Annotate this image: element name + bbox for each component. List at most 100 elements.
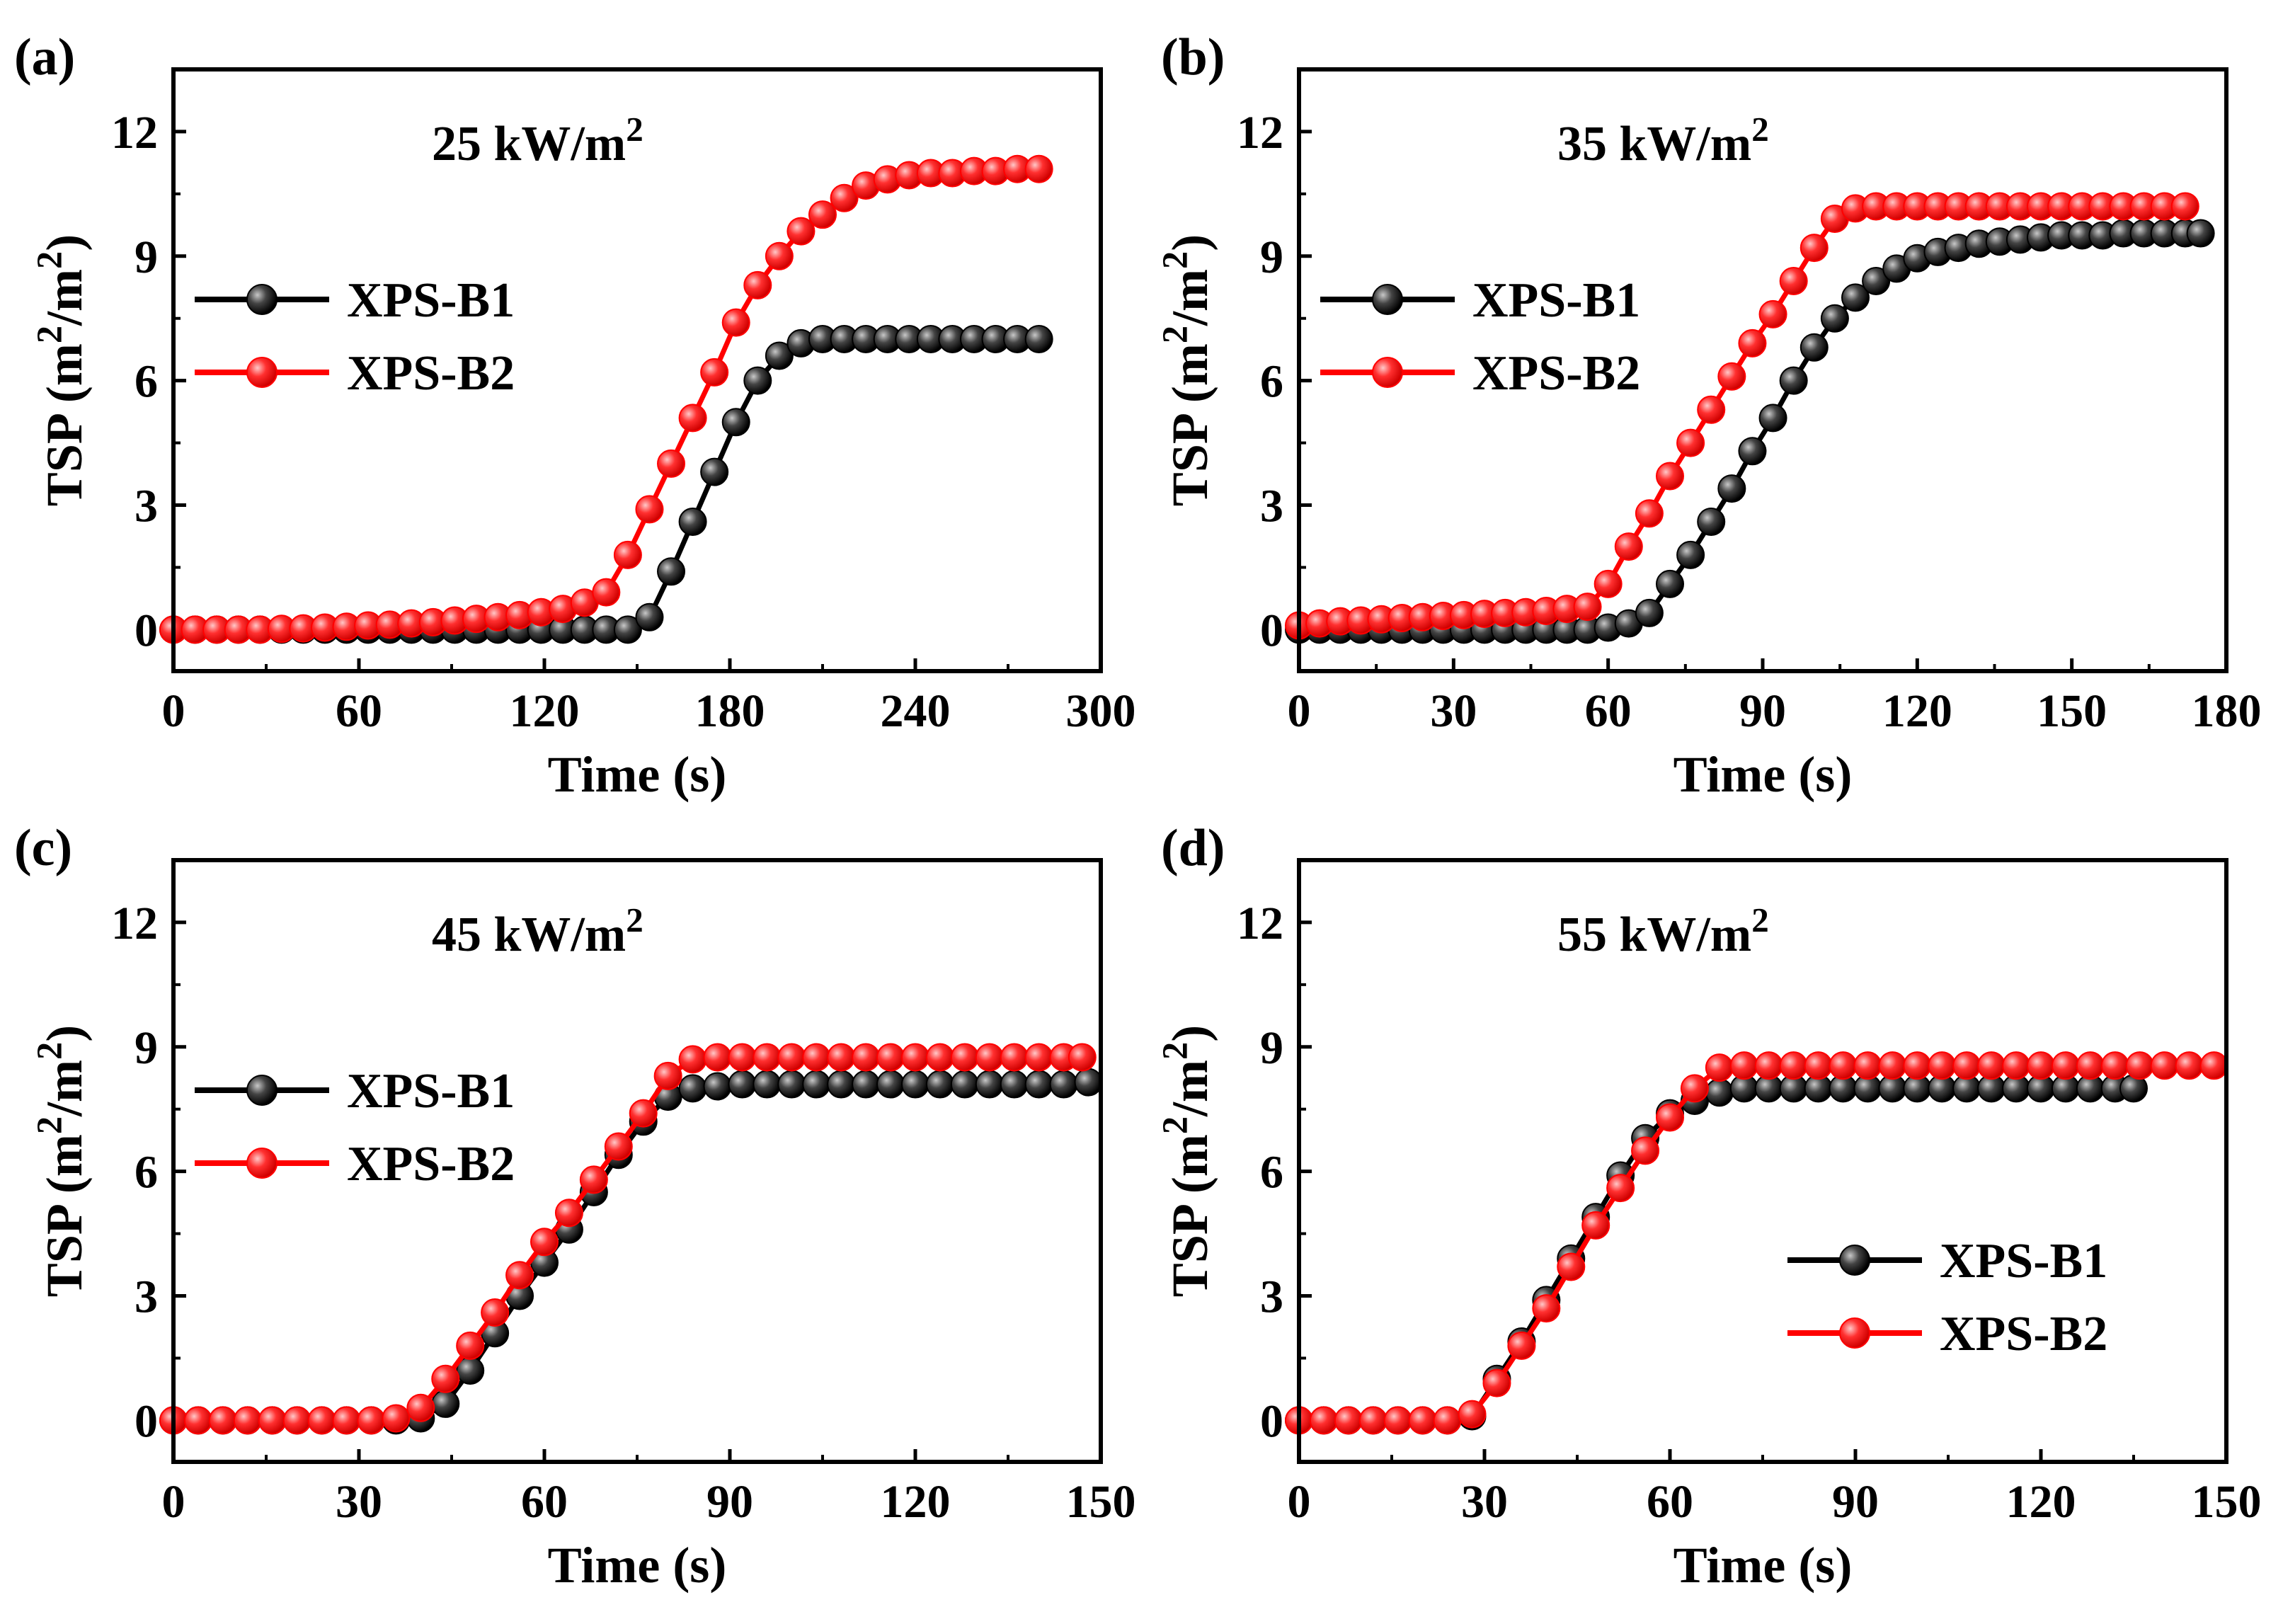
legend-label: XPS-B2 xyxy=(347,1137,515,1191)
data-point xyxy=(721,308,750,337)
data-point xyxy=(2175,1051,2204,1080)
plot-frame xyxy=(1297,67,2228,673)
legend-marker xyxy=(1372,284,1403,315)
data-point xyxy=(1656,462,1684,491)
data-point xyxy=(1024,1070,1053,1099)
legend-label: XPS-B1 xyxy=(347,1064,515,1119)
data-point xyxy=(721,408,750,437)
x-tick-label: 60 xyxy=(1585,685,1632,737)
data-point xyxy=(1024,154,1053,183)
series-xps-b1 xyxy=(1285,219,2215,644)
legend-marker xyxy=(1372,357,1403,388)
data-point xyxy=(1000,1043,1029,1072)
data-point xyxy=(876,1043,905,1072)
data-point xyxy=(431,1389,460,1418)
x-tick-label: 150 xyxy=(2192,1476,2262,1528)
x-tick-label: 30 xyxy=(1430,685,1477,737)
data-point xyxy=(613,615,642,644)
data-point xyxy=(1853,1051,1882,1080)
data-point xyxy=(307,1406,336,1435)
legend: XPS-B1 XPS-B2 xyxy=(195,273,515,401)
data-point xyxy=(282,1406,311,1435)
data-point xyxy=(2170,192,2199,221)
data-point xyxy=(1738,437,1767,466)
data-point xyxy=(1507,1331,1536,1360)
y-tick-label: 3 xyxy=(1260,481,1283,532)
data-point xyxy=(830,183,859,212)
data-point xyxy=(505,1261,534,1290)
y-tick-label: 0 xyxy=(135,605,158,656)
data-point xyxy=(1799,234,1829,263)
data-point xyxy=(728,1043,757,1072)
data-point xyxy=(703,1043,732,1072)
y-tick-label: 3 xyxy=(1260,1271,1283,1323)
data-point xyxy=(1977,1051,2006,1080)
data-point xyxy=(765,341,794,370)
x-tick-label: 60 xyxy=(521,1476,568,1528)
data-point xyxy=(1758,299,1787,328)
data-point xyxy=(183,1406,212,1435)
data-point xyxy=(1024,325,1053,354)
x-tick-label: 120 xyxy=(510,685,580,737)
legend-marker xyxy=(246,284,277,315)
legend: XPS-B1 XPS-B2 xyxy=(1320,273,1640,401)
data-point xyxy=(1878,1051,1907,1080)
data-point xyxy=(1862,266,1891,295)
legend-label: XPS-B1 xyxy=(1940,1234,2107,1288)
data-point xyxy=(1680,1074,1709,1103)
data-point xyxy=(657,449,686,478)
data-point xyxy=(950,1070,979,1099)
data-point xyxy=(925,1043,954,1072)
x-tick-label: 0 xyxy=(1288,1476,1311,1528)
data-point xyxy=(753,1043,782,1072)
data-point xyxy=(808,200,837,229)
data-point xyxy=(456,1331,485,1360)
data-point xyxy=(678,507,707,536)
data-point xyxy=(1606,1174,1635,1203)
data-point xyxy=(635,495,664,524)
y-tick-label: 9 xyxy=(135,1022,158,1074)
data-point xyxy=(1820,304,1849,333)
data-point xyxy=(635,602,664,631)
data-point xyxy=(1804,1051,1833,1080)
x-tick-label: 180 xyxy=(695,685,765,737)
data-point xyxy=(901,1070,929,1099)
chart-panel-d: (d) 0 30 60 90 120 150 0 3 6 9 12 Time (s) TSP (m2/m2… xyxy=(1155,819,2262,1594)
plot-frame xyxy=(1297,858,2228,1464)
y-tick-label: 6 xyxy=(1260,1147,1283,1199)
x-tick-label: 0 xyxy=(1288,685,1311,737)
data-point xyxy=(1074,1068,1103,1097)
data-point xyxy=(1557,1252,1586,1281)
data-point xyxy=(950,1043,979,1072)
data-point xyxy=(1705,1078,1734,1107)
y-axis-label: TSP (m2/m2) xyxy=(30,1025,93,1297)
data-point xyxy=(1049,1070,1078,1099)
data-point xyxy=(1068,1043,1097,1072)
x-axis-label: Time (s) xyxy=(548,1537,727,1594)
data-point xyxy=(1717,362,1746,391)
data-point xyxy=(1433,1406,1462,1435)
x-tick-label: 0 xyxy=(162,685,185,737)
data-point xyxy=(1358,1406,1387,1435)
data-point xyxy=(1458,1400,1487,1429)
data-point xyxy=(700,358,729,387)
x-tick-label: 90 xyxy=(706,1476,753,1528)
y-tick-label: 3 xyxy=(135,1271,158,1323)
data-point xyxy=(2150,1051,2179,1080)
plot-frame xyxy=(171,67,1103,673)
data-point xyxy=(802,1043,831,1072)
data-point xyxy=(1482,1368,1511,1397)
data-point xyxy=(1928,1051,1957,1080)
data-point xyxy=(1309,1406,1338,1435)
data-point xyxy=(1717,474,1746,503)
data-point xyxy=(592,578,621,607)
series-xps-b1 xyxy=(159,1068,1103,1435)
data-point xyxy=(1656,569,1684,598)
y-tick-label: 9 xyxy=(1260,1022,1283,1074)
y-tick-label: 6 xyxy=(135,1147,158,1199)
chart-panel-a: (a) 0 60 120 180 240 300 0 3 6 9 12 Time (s) TSP (m2/… xyxy=(14,28,1136,803)
data-point xyxy=(1656,1103,1684,1132)
panel-letter: (b) xyxy=(1161,28,1225,86)
y-axis-label: TSP (m2/m2) xyxy=(30,234,93,506)
data-point xyxy=(1903,1051,1932,1080)
